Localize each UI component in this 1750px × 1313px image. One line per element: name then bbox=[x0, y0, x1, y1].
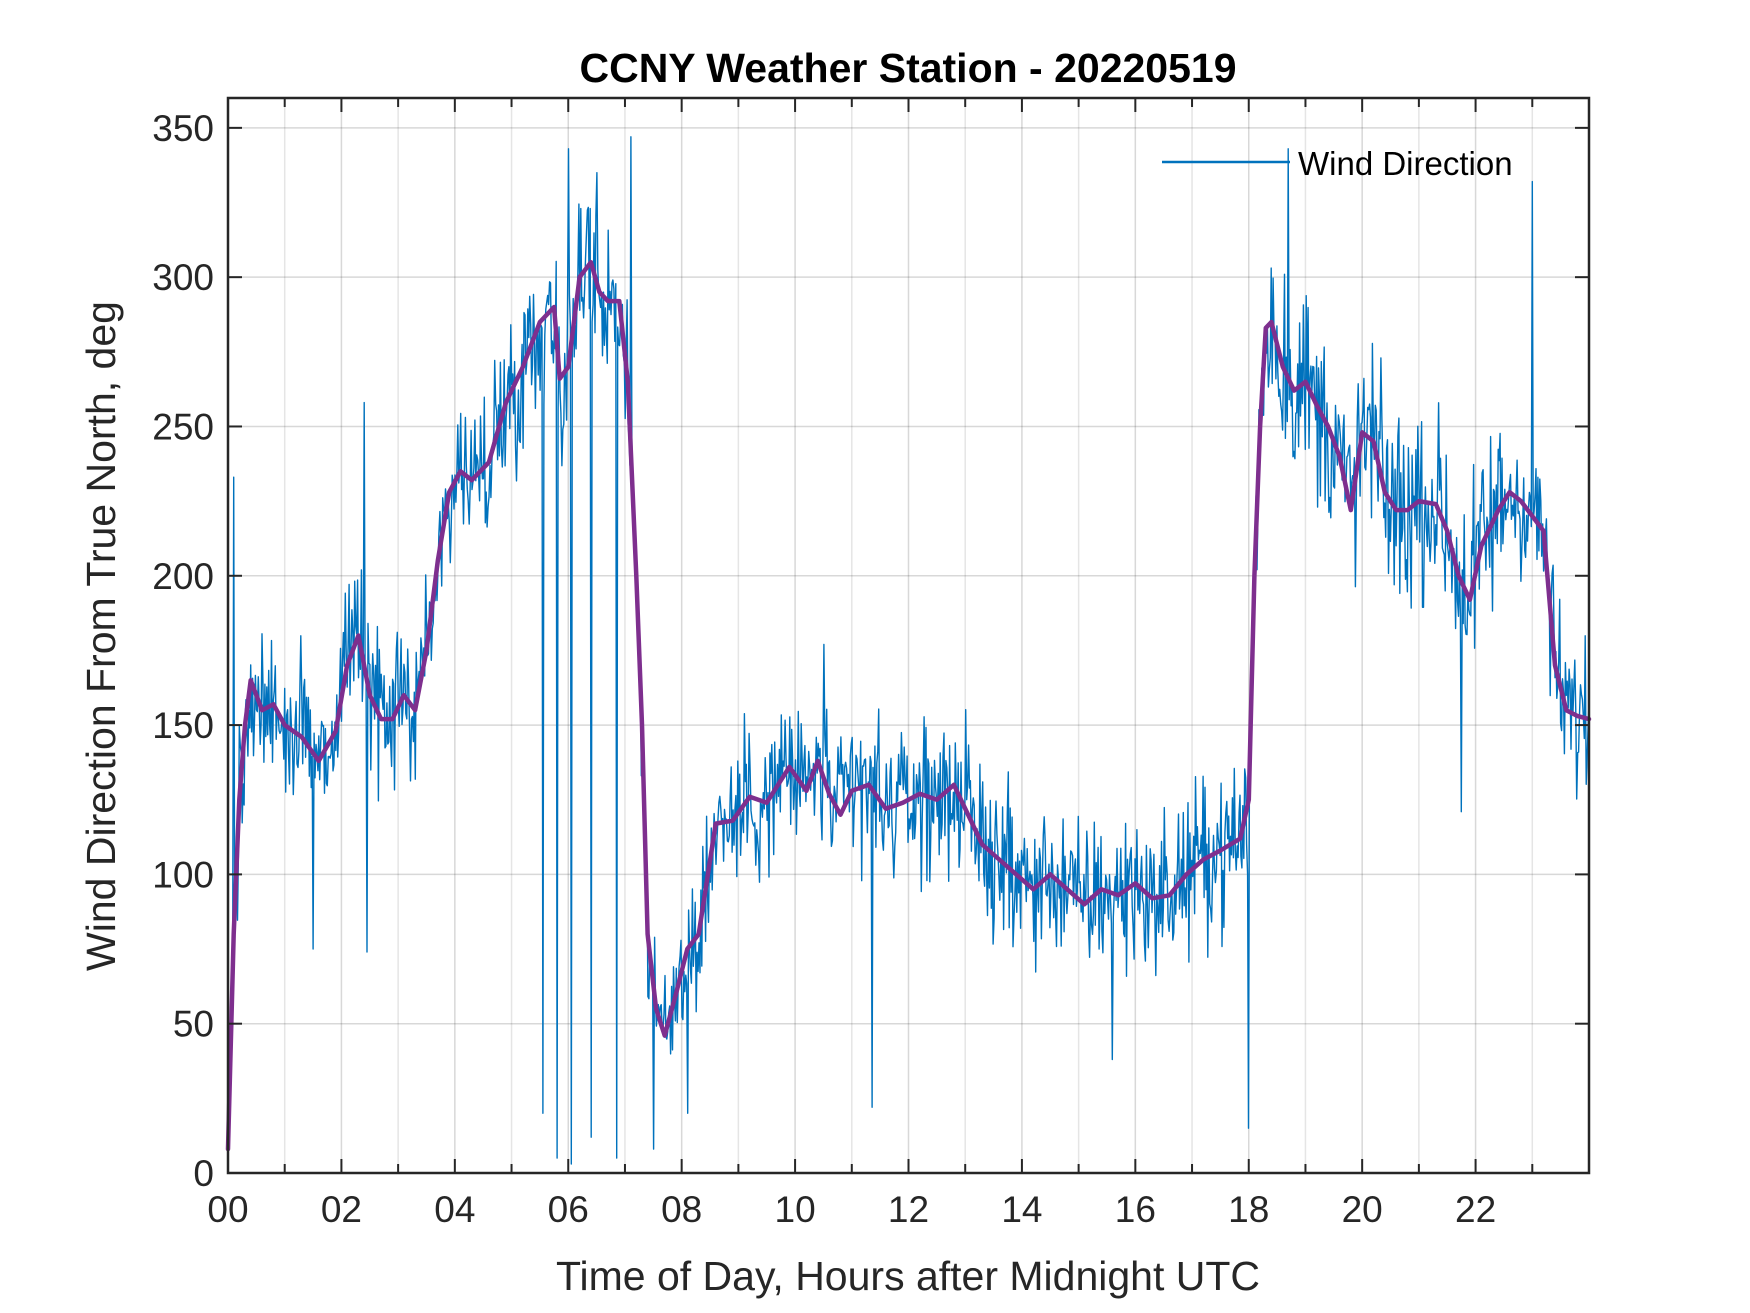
chart-title: CCNY Weather Station - 20220519 bbox=[579, 45, 1236, 91]
series-layer bbox=[225, 136, 1592, 1165]
x-tick-label: 02 bbox=[321, 1189, 362, 1230]
x-tick-label: 08 bbox=[661, 1189, 702, 1230]
x-tick-label: 12 bbox=[888, 1189, 929, 1230]
x-tick-label: 00 bbox=[207, 1189, 248, 1230]
y-tick-label: 0 bbox=[193, 1153, 214, 1194]
y-tick-label: 250 bbox=[152, 406, 214, 447]
axes-box bbox=[226, 96, 1591, 1175]
x-tick-label: 14 bbox=[1001, 1189, 1042, 1230]
x-tick-label: 04 bbox=[434, 1189, 475, 1230]
x-tick-label: 18 bbox=[1228, 1189, 1269, 1230]
legend: Wind Direction bbox=[1162, 145, 1513, 182]
series-smoothed-average-line bbox=[225, 259, 1592, 1152]
x-tick-label: 10 bbox=[775, 1189, 816, 1230]
y-tick-label: 300 bbox=[152, 257, 214, 298]
x-tick-label: 22 bbox=[1455, 1189, 1496, 1230]
x-tick-label: 06 bbox=[548, 1189, 589, 1230]
y-tick-label: 150 bbox=[152, 705, 214, 746]
legend-label-wind-direction: Wind Direction bbox=[1298, 145, 1513, 182]
plot-area bbox=[228, 98, 1589, 1173]
y-tick-label: 200 bbox=[152, 556, 214, 597]
tick-labels: 0 50 100 150 200 250 300 350 00 02 04 06 08 10 12 14 16 1… bbox=[152, 108, 1496, 1230]
x-tick-label: 20 bbox=[1342, 1189, 1383, 1230]
y-axis-label: Wind Direction From True North, deg bbox=[78, 301, 124, 971]
x-tick-label: 16 bbox=[1115, 1189, 1156, 1230]
y-tick-label: 50 bbox=[173, 1004, 214, 1045]
y-tick-label: 350 bbox=[152, 108, 214, 149]
x-axis-label: Time of Day, Hours after Midnight UTC bbox=[556, 1253, 1260, 1299]
y-tick-label: 100 bbox=[152, 854, 214, 895]
